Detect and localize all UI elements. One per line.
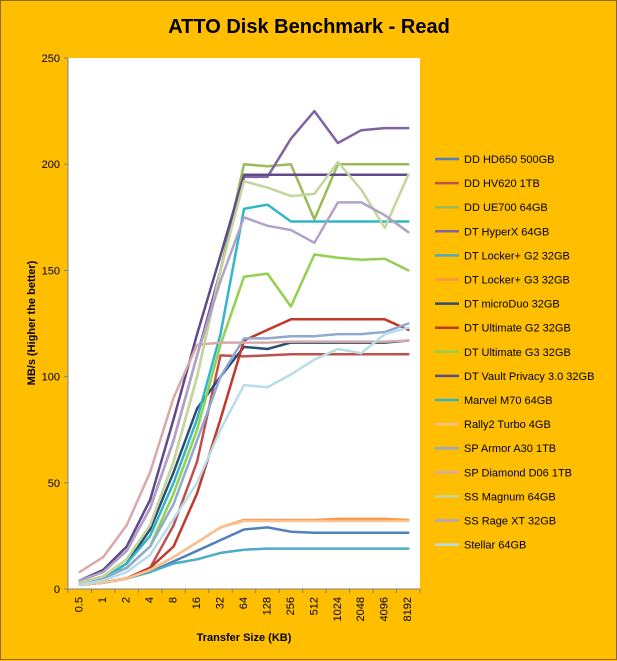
- x-tick-label: 0.5: [74, 597, 86, 612]
- legend-label: DT Vault Privacy 3.0 32GB: [464, 371, 594, 383]
- legend-label: DD HD650 500GB: [464, 154, 555, 166]
- x-tick-label: 512: [308, 597, 320, 615]
- x-tick-label: 2: [121, 597, 133, 603]
- x-tick-label: 16: [191, 597, 203, 609]
- y-tick-label: 100: [42, 372, 60, 384]
- x-tick-label: 8192: [402, 597, 414, 621]
- series-group: [78, 109, 410, 587]
- legend-label: DT Locker+ G3 32GB: [464, 275, 570, 287]
- legend-label: DT HyperX 64GB: [464, 226, 549, 238]
- y-tick-label: 150: [42, 265, 60, 277]
- x-tick-label: 1024: [332, 597, 344, 621]
- x-axis-label: Transfer Size (KB): [197, 632, 292, 644]
- legend-label: SP Armor A30 1TB: [464, 443, 556, 455]
- x-tick-label: 32: [214, 597, 226, 609]
- x-tick-label: 2048: [355, 597, 367, 621]
- legend-label: DT Ultimate G2 32GB: [464, 323, 571, 335]
- y-tick-label: 200: [42, 159, 60, 171]
- plot-area: [68, 58, 420, 589]
- x-tick-label: 128: [261, 597, 273, 615]
- y-axis-label: MB/s (Higher the better): [26, 260, 38, 385]
- series-line-12: [78, 519, 410, 587]
- x-tick-label: 64: [238, 597, 250, 609]
- legend-label: DT Ultimate G3 32GB: [464, 347, 571, 359]
- series-line-13: [78, 322, 410, 584]
- legend-label: DD UE700 64GB: [464, 202, 548, 214]
- chart-title: ATTO Disk Benchmark - Read: [168, 16, 450, 38]
- series-line-17: [78, 326, 410, 587]
- legend-label: SP Diamond D06 1TB: [464, 467, 572, 479]
- x-tick-label: 8: [168, 597, 180, 603]
- x-axis: 0.5 1 2 4 8 16 32 64 128 256 512 1024 2048 4096 8192: [67, 588, 421, 621]
- legend-label: SS Rage XT 32GB: [464, 516, 556, 528]
- legend-label: Marvel M70 64GB: [464, 395, 553, 407]
- x-tick-label: 256: [285, 597, 297, 615]
- y-tick-label: 50: [48, 478, 60, 490]
- x-tick-label: 4096: [379, 597, 391, 621]
- legend-label: Stellar 64GB: [464, 540, 526, 552]
- legend-label: DT microDuo 32GB: [464, 299, 560, 311]
- x-tick-label: 4: [144, 597, 156, 603]
- y-axis: 0 50 100 150 200 250: [42, 53, 69, 596]
- legend-label: SS Magnum 64GB: [464, 491, 556, 503]
- legend-label: DD HV620 1TB: [464, 178, 540, 190]
- legend-label: DT Locker+ G2 32GB: [464, 250, 570, 262]
- y-tick-label: 250: [42, 53, 60, 65]
- series-line-11: [78, 203, 410, 584]
- legend: DD HD650 500GB DD HV620 1TB DD UE700 64GB D…: [435, 154, 594, 552]
- series-line-16: [78, 201, 410, 582]
- series-line-10: [78, 173, 410, 582]
- legend-label: Rally2 Turbo 4GB: [464, 419, 551, 431]
- series-line-15: [78, 160, 410, 584]
- y-tick-label: 0: [54, 584, 60, 596]
- x-tick-label: 1: [97, 597, 109, 603]
- series-line-14: [78, 339, 410, 574]
